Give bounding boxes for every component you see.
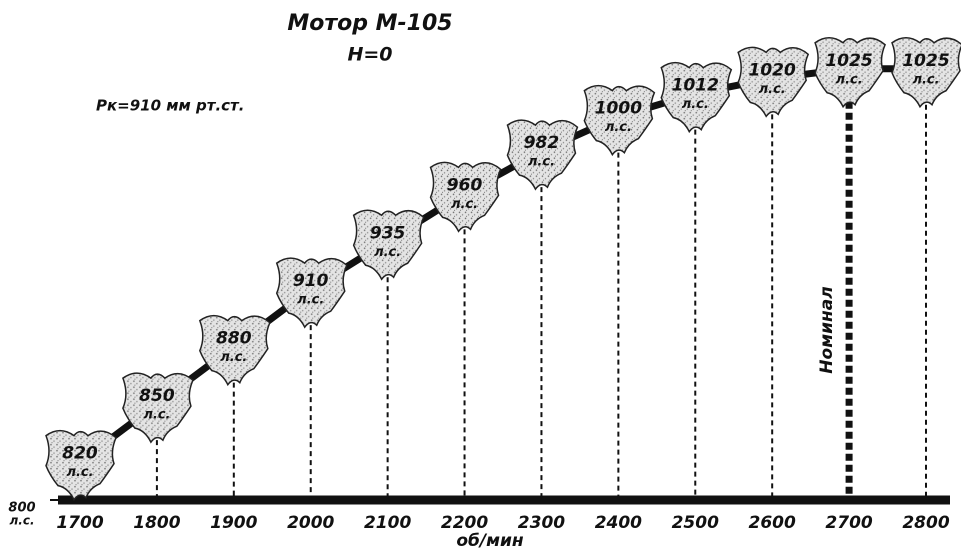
value-label: 910 <box>293 271 329 291</box>
page: {"chart_data": {"type": "line", "title":… <box>0 0 961 552</box>
value-label: 820 <box>62 444 98 464</box>
value-blob: 960 л.с. <box>431 162 501 231</box>
value-unit: л.с. <box>605 120 632 135</box>
value-label: 1025 <box>902 51 949 71</box>
x-tick-label: 2100 <box>364 513 411 533</box>
value-unit: л.с. <box>220 350 247 365</box>
x-tick-label: 1800 <box>133 513 180 533</box>
annotation: Pк=910 мм рт.ст. <box>96 97 244 115</box>
value-label: 935 <box>370 223 406 243</box>
value-unit: л.с. <box>66 465 93 480</box>
value-label: 1000 <box>595 99 642 119</box>
value-blob: 850 л.с. <box>123 373 193 442</box>
y-tick-label: 800 <box>8 501 35 516</box>
x-tick-label: 1900 <box>210 513 257 533</box>
value-blob: 982 л.с. <box>507 120 577 189</box>
x-tick-label: 2500 <box>672 513 719 533</box>
x-tick-label: 2800 <box>902 513 949 533</box>
nominal-label: Номинал <box>817 286 837 373</box>
x-tick-label: 2400 <box>595 513 642 533</box>
value-blob: 935 л.с. <box>354 210 424 279</box>
x-tick-label: 2200 <box>441 513 488 533</box>
value-label: 850 <box>139 386 175 406</box>
value-unit: л.с. <box>374 245 401 260</box>
x-tick-label: 2700 <box>825 513 872 533</box>
chart-title: Мотор М-105 <box>287 11 452 36</box>
x-axis-label: об/мин <box>456 531 524 551</box>
value-unit: л.с. <box>528 155 555 170</box>
value-label: 982 <box>524 133 560 153</box>
value-unit: л.с. <box>912 72 939 87</box>
value-unit: л.с. <box>451 197 478 212</box>
x-tick-label: 1700 <box>56 513 103 533</box>
value-unit: л.с. <box>759 82 786 97</box>
x-tick-label: 2000 <box>287 513 334 533</box>
x-tick-label: 2600 <box>749 513 796 533</box>
value-label: 1025 <box>825 51 872 71</box>
x-tick-label: 2300 <box>518 513 565 533</box>
value-label: 1020 <box>749 60 796 80</box>
chart-subtitle: H=0 <box>347 44 392 66</box>
value-unit: л.с. <box>297 293 324 308</box>
value-label: 960 <box>447 175 483 195</box>
value-label: 1012 <box>672 76 719 96</box>
value-unit: л.с. <box>682 97 709 112</box>
value-blob: 1020 л.с. <box>738 47 808 116</box>
chart: Мотор М-105 H=0 Pк=910 мм рт.ст. об/мин … <box>0 0 961 552</box>
value-label: 880 <box>216 329 252 349</box>
power-line <box>80 69 926 462</box>
value-blob: 910 л.с. <box>277 258 347 327</box>
value-unit: л.с. <box>836 72 863 87</box>
value-unit: л.с. <box>143 408 170 423</box>
y-axis-label: л.с. <box>9 514 34 528</box>
